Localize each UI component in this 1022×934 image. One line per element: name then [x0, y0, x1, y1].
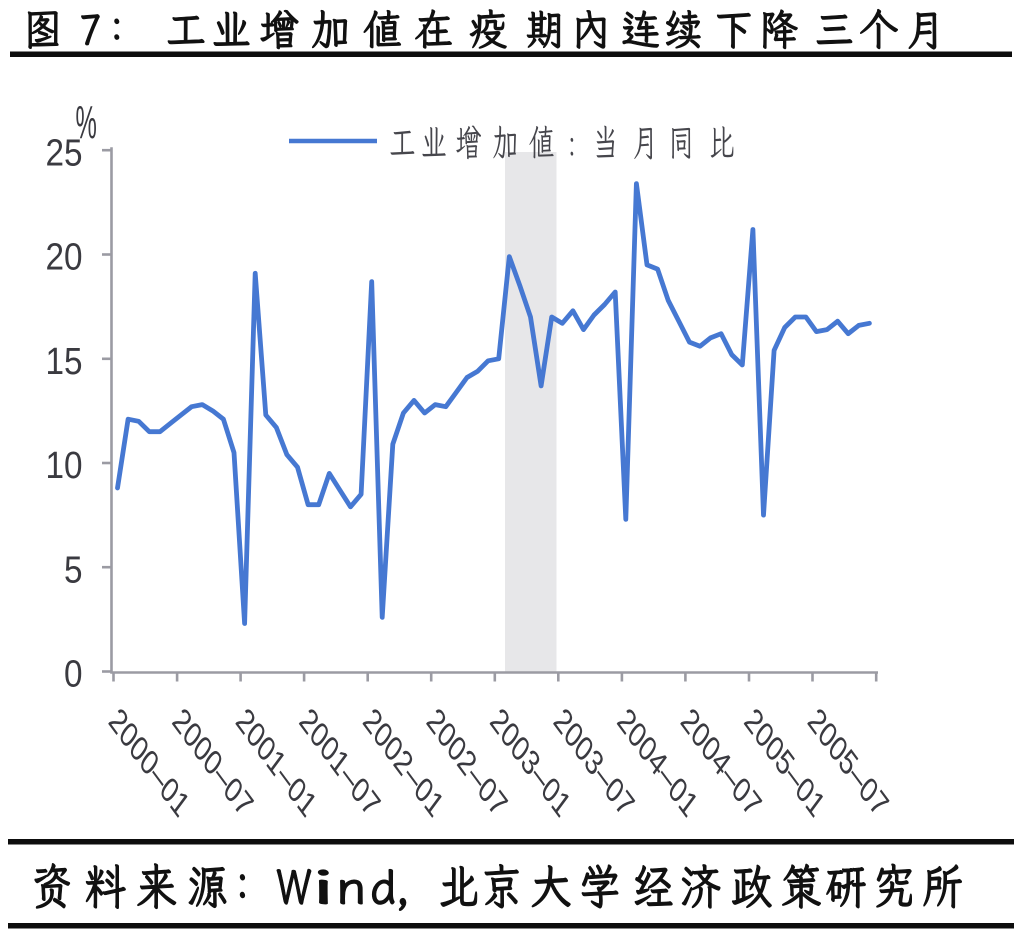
svg-text:0: 0 — [64, 651, 83, 695]
svg-text:25: 25 — [45, 130, 82, 174]
svg-text:20: 20 — [45, 234, 82, 278]
svg-text:5: 5 — [64, 547, 83, 591]
svg-text:%: % — [76, 97, 97, 149]
svg-text:15: 15 — [45, 339, 82, 383]
svg-text:10: 10 — [45, 443, 82, 487]
